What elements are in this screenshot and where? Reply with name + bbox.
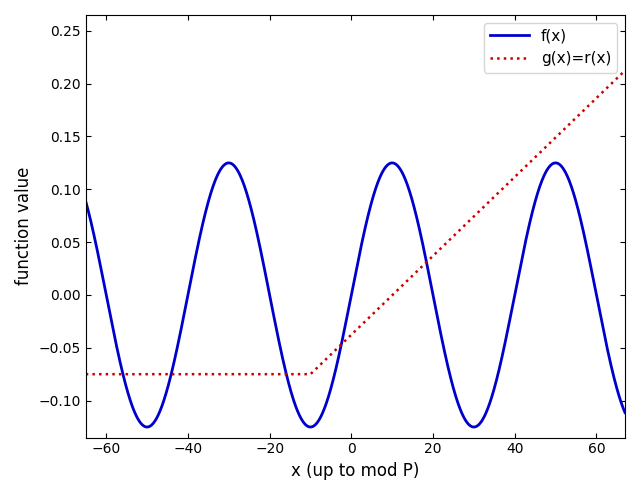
f(x)	[507, 311, 515, 317]
f(x)	[345, 306, 353, 312]
f(x)	[606, 356, 614, 362]
Legend: f(x), g(x)=r(x): f(x), g(x)=r(x)	[484, 23, 618, 72]
f(x)	[82, 198, 90, 204]
g(x)=r(x)	[82, 371, 90, 377]
Line: f(x): f(x)	[86, 163, 625, 427]
f(x)	[606, 357, 614, 363]
X-axis label: x (up to mod P): x (up to mod P)	[291, 462, 420, 480]
Y-axis label: function value: function value	[15, 167, 33, 286]
f(x)	[330, 373, 338, 379]
f(x)	[621, 410, 629, 416]
g(x)=r(x)	[109, 371, 117, 377]
g(x)=r(x)	[506, 178, 514, 184]
f(x)	[307, 424, 314, 430]
f(x)	[225, 160, 232, 166]
g(x)=r(x)	[344, 335, 352, 341]
g(x)=r(x)	[605, 83, 613, 89]
g(x)=r(x)	[330, 349, 337, 355]
f(x)	[109, 328, 117, 334]
Line: g(x)=r(x): g(x)=r(x)	[86, 70, 625, 374]
g(x)=r(x)	[621, 67, 629, 73]
g(x)=r(x)	[605, 83, 613, 89]
